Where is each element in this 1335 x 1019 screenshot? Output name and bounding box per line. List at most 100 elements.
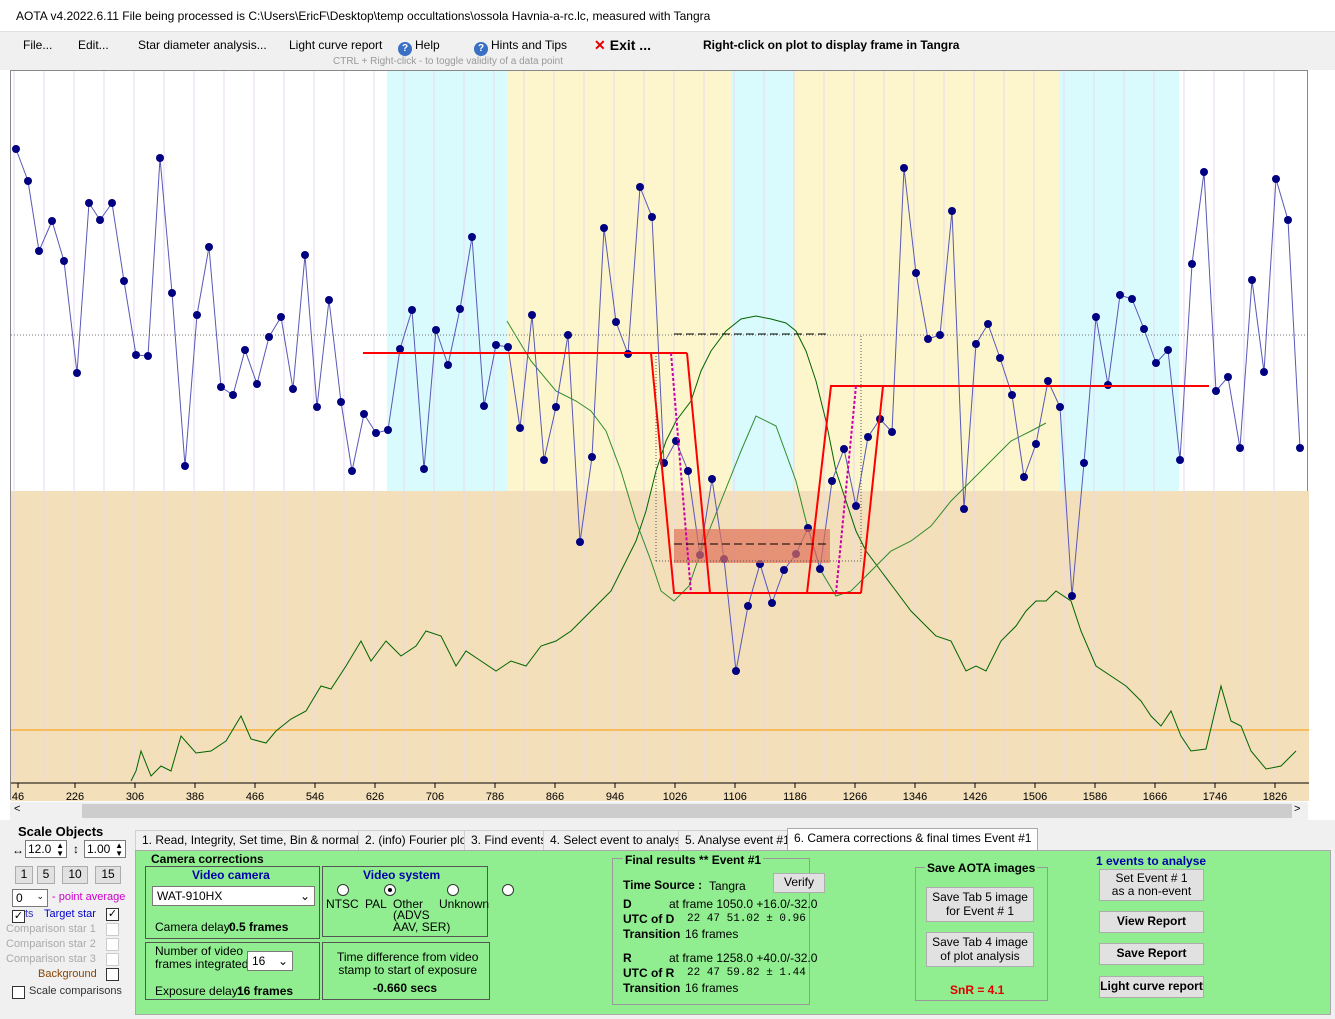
- data-point: [1140, 325, 1148, 333]
- save-tab4-button[interactable]: Save Tab 4 image of plot analysis: [926, 932, 1034, 967]
- final-results-title: Final results ** Event #1: [623, 853, 764, 867]
- time-source-value: Tangra: [709, 879, 746, 893]
- video-system-title: Video system: [363, 868, 441, 882]
- menu-light-curve-report[interactable]: Light curve report: [289, 38, 383, 52]
- d-time-line: [670, 352, 692, 594]
- camera-model-select[interactable]: WAT-910HX ⌄: [152, 886, 315, 906]
- transition-d-label: Transition: [623, 927, 681, 941]
- data-point: [912, 269, 920, 277]
- menu-hints-label: Hints and Tips: [491, 38, 568, 52]
- tab-read-integrity[interactable]: 1. Read, Integrity, Set time, Bin & norm…: [135, 830, 381, 850]
- light-curve-report-button[interactable]: Light curve report: [1099, 976, 1204, 998]
- x-tick-label: 306: [126, 791, 144, 801]
- comp-star-1-checkbox[interactable]: [106, 923, 119, 936]
- x-tick-label: 1426: [963, 791, 987, 801]
- unknown-radio[interactable]: [502, 884, 515, 896]
- data-point: [348, 467, 356, 475]
- tab-fourier[interactable]: 2. (info) Fourier plot: [358, 830, 477, 850]
- point-average-select[interactable]: 0 ⌄: [12, 889, 48, 907]
- save-tab5-button[interactable]: Save Tab 5 image for Event # 1: [926, 887, 1034, 922]
- avg-button-15[interactable]: 15: [95, 866, 121, 884]
- pal-radio[interactable]: [384, 884, 397, 896]
- save-report-button[interactable]: Save Report: [1099, 943, 1204, 965]
- time-diff-value: -0.660 secs: [373, 981, 438, 995]
- x-tick-label: 1346: [903, 791, 927, 801]
- events-count: 1 events to analyse: [1096, 854, 1207, 868]
- view-report-button[interactable]: View Report: [1099, 911, 1204, 933]
- scale-comparisons-checkbox[interactable]: [12, 986, 25, 999]
- frames-integrated-value: 16: [252, 954, 266, 968]
- data-point: [648, 213, 656, 221]
- data-point: [600, 224, 608, 232]
- verify-button[interactable]: Verify: [773, 873, 825, 893]
- final-results-group: Final results ** Event #1 Time Source : …: [612, 853, 825, 1005]
- data-point: [552, 403, 560, 411]
- spinner-icon[interactable]: ▲ ▼: [115, 841, 123, 858]
- data-point: [684, 467, 692, 475]
- title-bar: AOTA v4.2022.6.11 File being processed i…: [0, 0, 1335, 32]
- data-point: [1296, 444, 1304, 452]
- other-radio[interactable]: [446, 884, 459, 896]
- data-point: [780, 566, 788, 574]
- tab-find-events[interactable]: 3. Find events: [464, 830, 554, 850]
- background-checkbox[interactable]: [106, 968, 119, 981]
- scroll-left-icon[interactable]: <: [14, 803, 21, 815]
- comp-star-2-checkbox[interactable]: [106, 938, 119, 951]
- light-curve-plot[interactable]: 46 226 306 386 466 546 626 706 786 866 946 1026 1106…: [10, 70, 1309, 803]
- x-tick-label: 1666: [1143, 791, 1167, 801]
- scroll-thumb[interactable]: [82, 804, 1292, 818]
- background-label: Background: [38, 968, 97, 980]
- comp-star-3-checkbox[interactable]: [106, 953, 119, 966]
- data-point: [372, 429, 380, 437]
- hints-icon: ?: [474, 42, 488, 56]
- data-point: [1164, 346, 1172, 354]
- menu-star-diameter[interactable]: Star diameter analysis...: [138, 38, 267, 52]
- data-point: [253, 380, 261, 388]
- target-prefix: ts: [25, 908, 34, 920]
- tab-camera-corrections[interactable]: 6. Camera corrections & final times Even…: [787, 828, 1039, 850]
- spinner-icon[interactable]: ▲ ▼: [56, 841, 64, 858]
- data-point: [1056, 403, 1064, 411]
- yellow-band-2: [793, 71, 1059, 491]
- horizontal-scrollbar[interactable]: < >: [10, 802, 1308, 820]
- data-point: [1044, 377, 1052, 385]
- exposure-delay-label: Exposure delay:: [155, 984, 242, 998]
- plot-canvas[interactable]: 46 226 306 386 466 546 626 706 786 866 946 1026 1106…: [11, 71, 1309, 803]
- set-non-event-button[interactable]: Set Event # 1 as a non-event: [1099, 869, 1204, 901]
- tab-analyse-event[interactable]: 5. Analyse event #1: [678, 830, 797, 850]
- data-point: [48, 217, 56, 225]
- menu-hints[interactable]: ? Hints and Tips: [474, 38, 567, 56]
- menu-bar: File... Edit... Star diameter analysis..…: [0, 32, 1335, 70]
- data-point: [85, 199, 93, 207]
- data-point: [576, 538, 584, 546]
- data-point: [168, 289, 176, 297]
- data-point: [1176, 456, 1184, 464]
- scroll-right-icon[interactable]: >: [1294, 803, 1301, 815]
- x-tick-label: 1826: [1263, 791, 1287, 801]
- camera-delay-value: 0.5 frames: [229, 920, 289, 934]
- target-checkbox-row[interactable]: ✓ ts: [12, 908, 34, 923]
- avg-button-5[interactable]: 5: [37, 866, 55, 884]
- data-point: [1260, 368, 1268, 376]
- data-point: [888, 428, 896, 436]
- data-point: [444, 361, 452, 369]
- x-tick-label: 546: [306, 791, 324, 801]
- frames-integrated-select[interactable]: 16 ⌄: [247, 951, 293, 971]
- data-point: [516, 424, 524, 432]
- scale-input[interactable]: 12.0 ▲ ▼: [25, 840, 67, 858]
- avg-button-1[interactable]: 1: [15, 866, 33, 884]
- avg-button-10[interactable]: 10: [62, 866, 88, 884]
- data-point: [900, 164, 908, 172]
- tab-select-event[interactable]: 4. Select event to analyse: [543, 830, 695, 850]
- x-tick-label: 1266: [843, 791, 867, 801]
- vscale-input[interactable]: 1.00 ▲ ▼: [84, 840, 126, 858]
- checkbox-checked-icon[interactable]: ✓: [12, 910, 25, 923]
- data-point: [1284, 216, 1292, 224]
- ntsc-radio[interactable]: [337, 884, 349, 896]
- menu-exit[interactable]: ✕ Exit ...: [594, 37, 651, 54]
- menu-file[interactable]: File...: [23, 38, 53, 52]
- menu-edit[interactable]: Edit...: [78, 38, 109, 52]
- menu-help[interactable]: ? Help: [398, 38, 440, 56]
- target-star-checkbox[interactable]: ✓: [106, 908, 119, 921]
- yellow-band-1: [507, 71, 731, 491]
